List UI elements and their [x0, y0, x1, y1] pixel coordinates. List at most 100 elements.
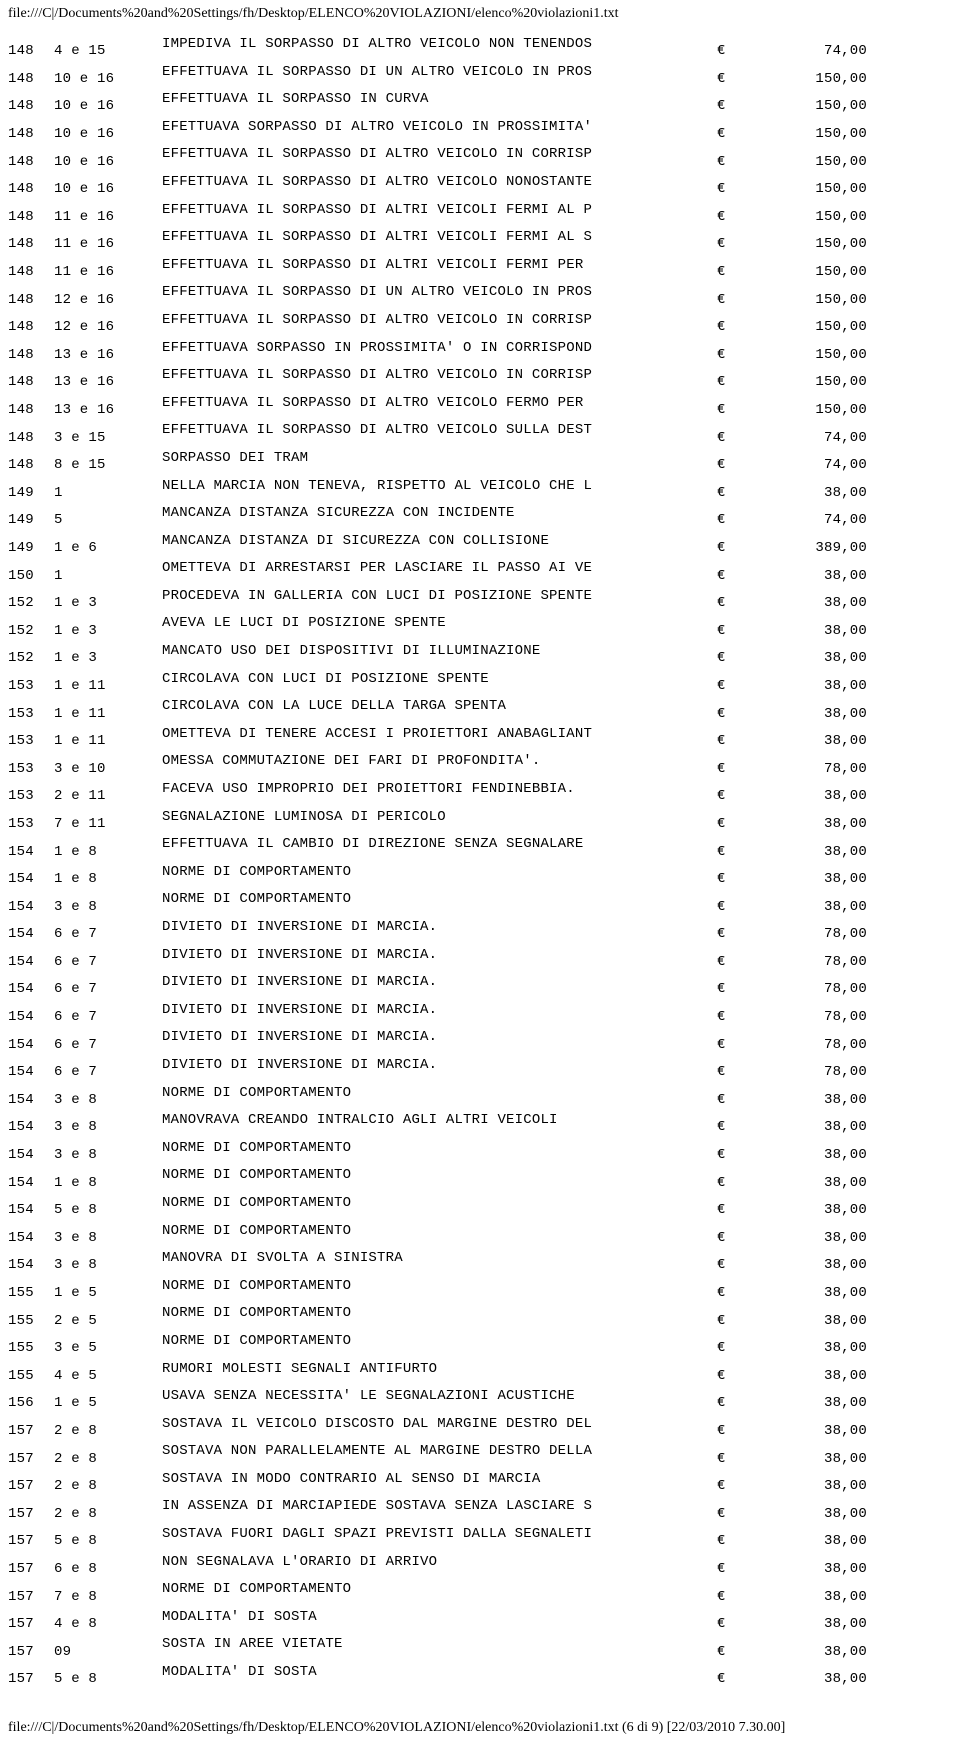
table-row: 1572 e 8SOSTAVA IL VEICOLO DISCOSTO DAL …	[8, 1414, 952, 1442]
description: RUMORI MOLESTI SEGNALI ANTIFURTO	[162, 1359, 717, 1379]
article-code: 148	[8, 290, 54, 310]
table-row: 1551 e 5NORME DI COMPORTAMENTO€38,00	[8, 1276, 952, 1304]
description: NORME DI COMPORTAMENTO	[162, 1579, 717, 1599]
currency-symbol: €	[717, 704, 737, 724]
article-code: 154	[8, 1200, 54, 1220]
amount: 38,00	[737, 1393, 867, 1413]
currency-symbol: €	[717, 952, 737, 972]
description: CIRCOLAVA CON LUCI DI POSIZIONE SPENTE	[162, 669, 717, 689]
sub-code: 6 e 7	[54, 979, 162, 999]
sub-code: 12 e 16	[54, 317, 162, 337]
article-code: 148	[8, 96, 54, 116]
table-row: 14810 e 16EFFETTUAVA IL SORPASSO DI ALTR…	[8, 172, 952, 200]
description: FACEVA USO IMPROPRIO DEI PROIETTORI FEND…	[162, 779, 717, 799]
amount: 150,00	[737, 124, 867, 144]
sub-code: 2 e 8	[54, 1504, 162, 1524]
description: NORME DI COMPORTAMENTO	[162, 889, 717, 909]
article-code: 157	[8, 1531, 54, 1551]
currency-symbol: €	[717, 234, 737, 254]
table-row: 15709SOSTA IN AREE VIETATE€38,00	[8, 1634, 952, 1662]
article-code: 148	[8, 262, 54, 282]
currency-symbol: €	[717, 1117, 737, 1137]
article-code: 153	[8, 704, 54, 724]
description: NORME DI COMPORTAMENTO	[162, 1331, 717, 1351]
sub-code: 2 e 8	[54, 1449, 162, 1469]
sub-code: 8 e 15	[54, 455, 162, 475]
article-code: 153	[8, 676, 54, 696]
sub-code: 3 e 8	[54, 1117, 162, 1137]
sub-code: 1 e 11	[54, 676, 162, 696]
article-code: 157	[8, 1476, 54, 1496]
sub-code: 09	[54, 1642, 162, 1662]
amount: 150,00	[737, 207, 867, 227]
description: EFFETTUAVA IL SORPASSO IN CURVA	[162, 89, 717, 109]
table-row: 14811 e 16EFFETTUAVA IL SORPASSO DI ALTR…	[8, 255, 952, 283]
article-code: 154	[8, 1228, 54, 1248]
article-code: 148	[8, 317, 54, 337]
description: NORME DI COMPORTAMENTO	[162, 1303, 717, 1323]
sub-code: 3 e 15	[54, 428, 162, 448]
table-row: 1561 e 5USAVA SENZA NECESSITA' LE SEGNAL…	[8, 1386, 952, 1414]
currency-symbol: €	[717, 814, 737, 834]
description: NORME DI COMPORTAMENTO	[162, 1138, 717, 1158]
sub-code: 3 e 10	[54, 759, 162, 779]
currency-symbol: €	[717, 566, 737, 586]
amount: 74,00	[737, 455, 867, 475]
sub-code: 1	[54, 566, 162, 586]
table-row: 1521 e 3PROCEDEVA IN GALLERIA CON LUCI D…	[8, 586, 952, 614]
table-row: 1541 e 8NORME DI COMPORTAMENTO€38,00	[8, 862, 952, 890]
table-row: 1488 e 15SORPASSO DEI TRAM€74,00	[8, 448, 952, 476]
description: MANCATO USO DEI DISPOSITIVI DI ILLUMINAZ…	[162, 641, 717, 661]
description: USAVA SENZA NECESSITA' LE SEGNALAZIONI A…	[162, 1386, 717, 1406]
article-code: 149	[8, 538, 54, 558]
currency-symbol: €	[717, 262, 737, 282]
currency-symbol: €	[717, 428, 737, 448]
table-row: 1572 e 8SOSTAVA NON PARALLELAMENTE AL MA…	[8, 1441, 952, 1469]
amount: 38,00	[737, 1531, 867, 1551]
file-path-header: file:///C|/Documents%20and%20Settings/fh…	[0, 0, 960, 34]
sub-code: 1 e 8	[54, 842, 162, 862]
currency-symbol: €	[717, 1007, 737, 1027]
sub-code: 1 e 11	[54, 704, 162, 724]
amount: 38,00	[737, 1338, 867, 1358]
sub-code: 6 e 7	[54, 924, 162, 944]
table-row: 1491NELLA MARCIA NON TENEVA, RISPETTO AL…	[8, 476, 952, 504]
table-row: 1572 e 8IN ASSENZA DI MARCIAPIEDE SOSTAV…	[8, 1496, 952, 1524]
table-row: 14810 e 16EFFETTUAVA IL SORPASSO IN CURV…	[8, 89, 952, 117]
currency-symbol: €	[717, 1200, 737, 1220]
amount: 150,00	[737, 262, 867, 282]
description: MODALITA' DI SOSTA	[162, 1662, 717, 1682]
amount: 78,00	[737, 1062, 867, 1082]
article-code: 155	[8, 1366, 54, 1386]
amount: 38,00	[737, 1311, 867, 1331]
amount: 78,00	[737, 952, 867, 972]
currency-symbol: €	[717, 1035, 737, 1055]
sub-code: 7 e 8	[54, 1587, 162, 1607]
amount: 38,00	[737, 1173, 867, 1193]
sub-code: 6 e 8	[54, 1559, 162, 1579]
amount: 74,00	[737, 41, 867, 61]
sub-code: 4 e 15	[54, 41, 162, 61]
article-code: 154	[8, 1255, 54, 1275]
amount: 74,00	[737, 428, 867, 448]
sub-code: 1 e 3	[54, 648, 162, 668]
article-code: 149	[8, 510, 54, 530]
sub-code: 1 e 6	[54, 538, 162, 558]
table-row: 1545 e 8NORME DI COMPORTAMENTO€38,00	[8, 1193, 952, 1221]
description: EFFETTUAVA IL SORPASSO DI ALTRO VEICOLO …	[162, 172, 717, 192]
description: DIVIETO DI INVERSIONE DI MARCIA.	[162, 1000, 717, 1020]
table-row: 14812 e 16EFFETTUAVA IL SORPASSO DI ALTR…	[8, 310, 952, 338]
sub-code: 5 e 8	[54, 1200, 162, 1220]
article-code: 149	[8, 483, 54, 503]
violations-table: 1484 e 15IMPEDIVA IL SORPASSO DI ALTRO V…	[0, 34, 960, 1690]
article-code: 154	[8, 1117, 54, 1137]
currency-symbol: €	[717, 1449, 737, 1469]
currency-symbol: €	[717, 69, 737, 89]
table-row: 1484 e 15IMPEDIVA IL SORPASSO DI ALTRO V…	[8, 34, 952, 62]
amount: 38,00	[737, 648, 867, 668]
currency-symbol: €	[717, 1173, 737, 1193]
sub-code: 10 e 16	[54, 69, 162, 89]
article-code: 152	[8, 621, 54, 641]
table-row: 1531 e 11CIRCOLAVA CON LUCI DI POSIZIONE…	[8, 669, 952, 697]
table-row: 1543 e 8MANOVRAVA CREANDO INTRALCIO AGLI…	[8, 1110, 952, 1138]
